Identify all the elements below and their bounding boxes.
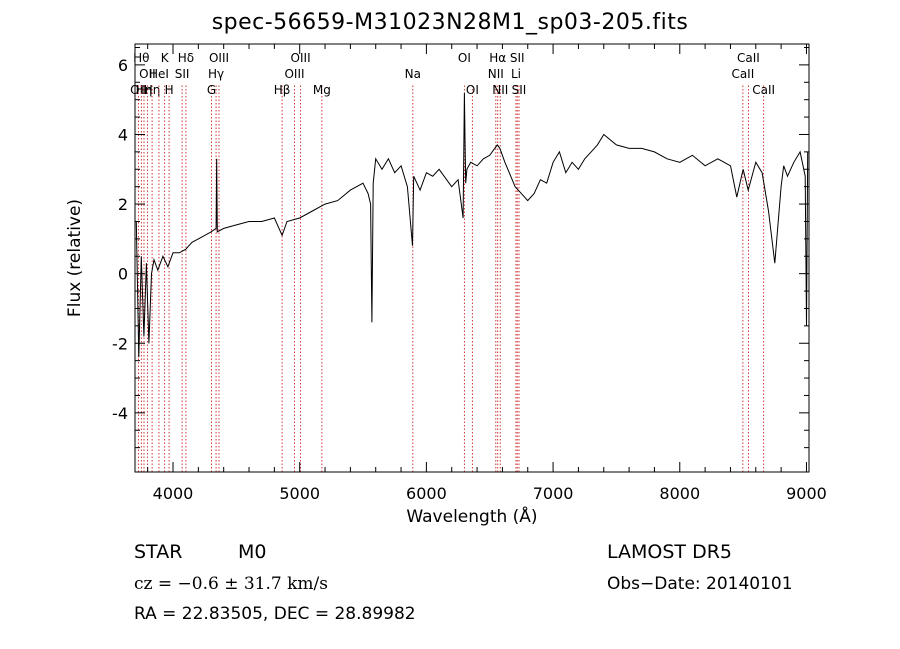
- line-label-0: OII: [130, 83, 147, 97]
- line-label-15: OIII: [291, 51, 311, 65]
- coordinates-label: RA = 22.83505, DEC = 28.89982: [134, 604, 416, 624]
- line-label-20: NII: [488, 67, 504, 81]
- line-label-23: Li: [511, 67, 521, 81]
- line-label-5: HeI: [149, 67, 169, 81]
- line-label-2: Hη: [136, 83, 153, 97]
- x-tick-label-5: 9000: [786, 484, 827, 503]
- line-label-21: Hα: [489, 51, 506, 65]
- line-label-28: CaII: [752, 83, 775, 97]
- line-label-19: OI: [466, 83, 479, 97]
- line-label-1: Hθ: [133, 51, 149, 65]
- x-tick-label-1: 5000: [279, 484, 320, 503]
- x-tick-label-3: 7000: [533, 484, 574, 503]
- spectrum-series-0: [135, 92, 809, 358]
- line-label-13: Hβ: [274, 83, 291, 97]
- class-label: STAR: [134, 541, 183, 563]
- line-label-9: Hδ: [178, 51, 194, 65]
- redshift-label: cz = −0.6 ± 31.7 km/s: [134, 574, 328, 594]
- x-axis-label: Wavelength (Å): [406, 505, 537, 527]
- line-label-10: G: [207, 83, 216, 97]
- line-label-3: OII: [139, 67, 156, 81]
- line-label-4: Hη: [144, 83, 161, 97]
- y-tick-label-0: -4: [112, 404, 128, 423]
- y-tick-label-1: -2: [112, 334, 128, 353]
- y-tick-label-3: 2: [118, 195, 128, 214]
- line-label-25: SII: [512, 83, 527, 97]
- y-tick-label-4: 4: [118, 125, 128, 144]
- line-label-22: NII: [492, 83, 508, 97]
- line-label-6: K: [161, 51, 170, 65]
- line-label-26: CaII: [731, 67, 754, 81]
- plot-frame: [134, 43, 810, 473]
- line-label-27: CaII: [737, 51, 760, 65]
- x-tick-label-4: 8000: [659, 484, 700, 503]
- x-tick-label-0: 4000: [153, 484, 194, 503]
- line-label-12: OIII: [209, 51, 229, 65]
- survey-label: LAMOST DR5: [607, 541, 732, 563]
- line-label-14: OIII: [284, 67, 304, 81]
- line-label-17: Na: [405, 67, 421, 81]
- line-label-16: Mg: [313, 83, 331, 97]
- line-label-24: SII: [510, 51, 525, 65]
- y-tick-label-5: 6: [118, 56, 128, 75]
- y-axis-label: Flux (relative): [65, 199, 85, 317]
- x-tick-label-2: 6000: [406, 484, 447, 503]
- line-label-8: SII: [175, 67, 190, 81]
- line-label-18: OI: [458, 51, 471, 65]
- line-label-11: Hγ: [208, 67, 224, 81]
- line-label-7: H: [165, 83, 174, 97]
- obsdate-label: Obs−Date: 20140101: [607, 574, 793, 594]
- subclass-label: M0: [238, 541, 267, 563]
- y-tick-label-2: 0: [118, 265, 128, 284]
- chart-title: spec-56659-M31023N28M1_sp03-205.fits: [211, 10, 689, 35]
